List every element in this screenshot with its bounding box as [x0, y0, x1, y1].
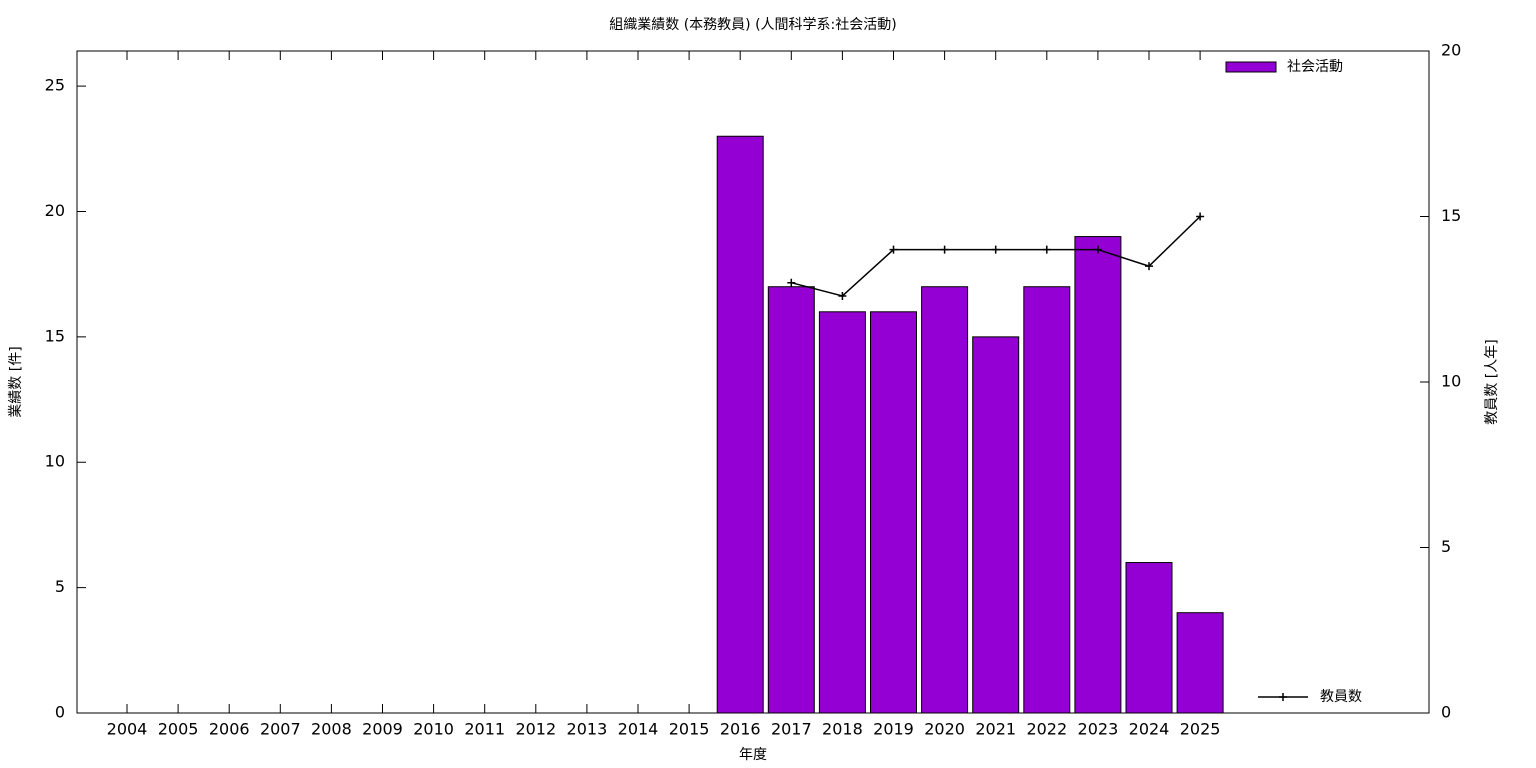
y-tick-label: 25: [45, 76, 65, 95]
bar: [767, 286, 815, 714]
x-tick-label: 2022: [1026, 720, 1067, 739]
y2-tick-label: 10: [1441, 372, 1461, 391]
x-tick-label: 2018: [822, 720, 863, 739]
y2-axis-label: 教員数 [人年]: [1484, 339, 1500, 424]
bar: [818, 311, 866, 714]
bar: [972, 336, 1020, 714]
point-marker: [1196, 212, 1205, 221]
x-tick-label: 2010: [413, 720, 454, 739]
x-tick-label: 2008: [311, 720, 352, 739]
bar: [1125, 562, 1173, 714]
x-tick-label: 2024: [1129, 720, 1170, 739]
bar: [870, 311, 917, 714]
point-marker: [1042, 245, 1051, 254]
point-marker: [991, 245, 1000, 254]
x-tick-label: 2004: [107, 720, 148, 739]
bar: [921, 286, 969, 714]
x-tick-label: 2017: [771, 720, 812, 739]
x-tick-label: 2005: [158, 720, 199, 739]
x-tick-label: 2011: [464, 720, 505, 739]
x-axis-label: 年度: [739, 747, 767, 763]
legend-swatch: [1225, 61, 1277, 73]
point-marker: [940, 245, 949, 254]
x-tick-label: 2021: [975, 720, 1016, 739]
x-tick-label: 2015: [669, 720, 710, 739]
x-tick-label: 2014: [618, 720, 659, 739]
bar: [1023, 286, 1071, 714]
y-axis-label: 業績数 [件]: [8, 346, 24, 417]
y-tick-label: 5: [55, 577, 65, 596]
legend-marker: [1279, 693, 1287, 701]
point-marker: [1145, 262, 1153, 271]
x-tick-label: 2013: [567, 720, 608, 739]
y2-tick-label: 0: [1441, 703, 1451, 722]
x-tick-label: 2006: [209, 720, 250, 739]
bar: [1176, 612, 1224, 714]
point-marker: [1093, 245, 1102, 254]
x-tick-label: 2025: [1180, 720, 1221, 739]
x-tick-label: 2023: [1078, 720, 1119, 739]
point-marker: [889, 245, 898, 254]
y2-tick-label: 15: [1441, 206, 1461, 225]
x-tick-label: 2009: [362, 720, 403, 739]
line: [791, 215, 1201, 297]
point-marker: [787, 278, 796, 287]
y-tick-label: 15: [45, 326, 65, 345]
y2-tick-label: 5: [1441, 537, 1451, 556]
x-tick-label: 2012: [515, 720, 556, 739]
y-tick-label: 10: [45, 452, 65, 471]
x-tick-label: 2019: [873, 720, 914, 739]
x-tick-label: 2016: [720, 720, 761, 739]
y2-tick-label: 20: [1441, 41, 1461, 60]
legend-label: 教員数: [1320, 689, 1362, 705]
chart-title: 組織業績数 (本務教員) (人間科学系:社会活動): [609, 17, 896, 33]
legend-label: 社会活動: [1287, 59, 1343, 75]
point-marker: [838, 291, 847, 300]
x-tick-label: 2007: [260, 720, 301, 739]
x-tick-label: 2020: [924, 720, 965, 739]
y-tick-label: 0: [55, 703, 65, 722]
bar: [1074, 236, 1122, 714]
bar: [716, 135, 764, 714]
y-tick-label: 20: [45, 201, 65, 220]
